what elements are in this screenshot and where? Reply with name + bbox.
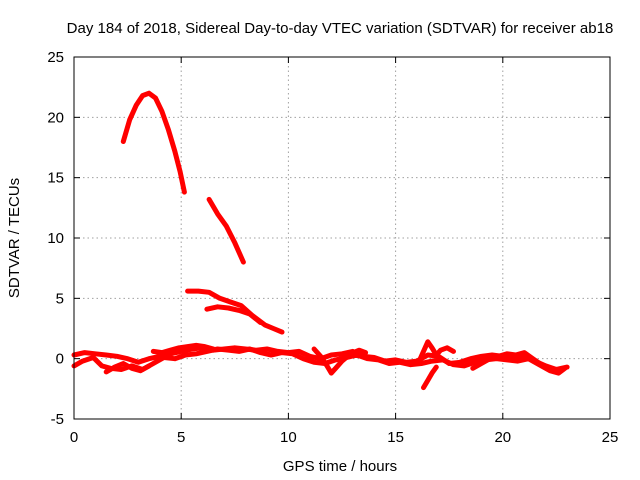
y-tick-label: 25 bbox=[47, 49, 64, 66]
axis-ticks: 0 5 10 15 20 25 -5 0 5 10 15 20 25 bbox=[47, 49, 618, 446]
y-tick-label: 10 bbox=[47, 230, 64, 247]
y-tick-label: 15 bbox=[47, 170, 64, 187]
series-arc-1 bbox=[120, 90, 187, 195]
y-axis-label: SDTVAR / TECUs bbox=[6, 178, 23, 298]
series-arc-12 bbox=[103, 361, 152, 375]
series-arc-10 bbox=[421, 364, 439, 391]
x-tick-label: 25 bbox=[602, 429, 619, 446]
chart-title: Day 184 of 2018, Sidereal Day-to-day VTE… bbox=[67, 20, 614, 37]
x-tick-label: 15 bbox=[387, 429, 404, 446]
x-tick-label: 5 bbox=[177, 429, 185, 446]
y-tick-label: -5 bbox=[51, 411, 64, 428]
y-tick-label: 0 bbox=[56, 351, 64, 368]
x-tick-label: 20 bbox=[494, 429, 511, 446]
y-tick-label: 5 bbox=[56, 290, 64, 307]
y-tick-label: 20 bbox=[47, 109, 64, 126]
x-tick-label: 0 bbox=[70, 429, 78, 446]
series-arc-2 bbox=[206, 196, 246, 265]
series-arc-11 bbox=[470, 350, 544, 371]
x-tick-label: 10 bbox=[280, 429, 297, 446]
series-arc-4 bbox=[204, 304, 263, 325]
series-arc-8 bbox=[311, 346, 369, 376]
series-arc-7 bbox=[150, 342, 216, 356]
series-arc-3 bbox=[185, 288, 285, 335]
x-axis-label: GPS time / hours bbox=[283, 458, 397, 475]
series-arc-9 bbox=[416, 339, 456, 364]
data-series bbox=[71, 90, 570, 391]
